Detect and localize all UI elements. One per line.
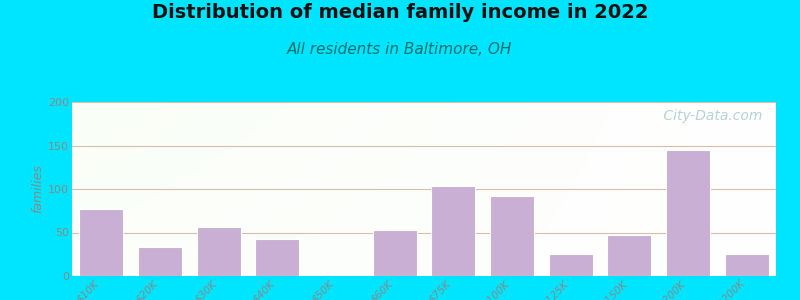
Bar (138, 247, 182, 276)
Bar (549, 254, 593, 276)
Text: City-Data.com: City-Data.com (658, 109, 762, 123)
Text: All residents in Baltimore, OH: All residents in Baltimore, OH (287, 42, 513, 57)
Text: Distribution of median family income in 2022: Distribution of median family income in … (152, 3, 648, 22)
Y-axis label: families: families (31, 165, 44, 213)
Bar (607, 235, 651, 276)
Bar (431, 186, 475, 276)
Bar (373, 230, 417, 276)
Bar (255, 238, 299, 276)
Bar (79, 209, 123, 276)
Bar (666, 150, 710, 276)
Bar (725, 254, 769, 276)
Bar (490, 196, 534, 276)
Bar (197, 227, 241, 276)
